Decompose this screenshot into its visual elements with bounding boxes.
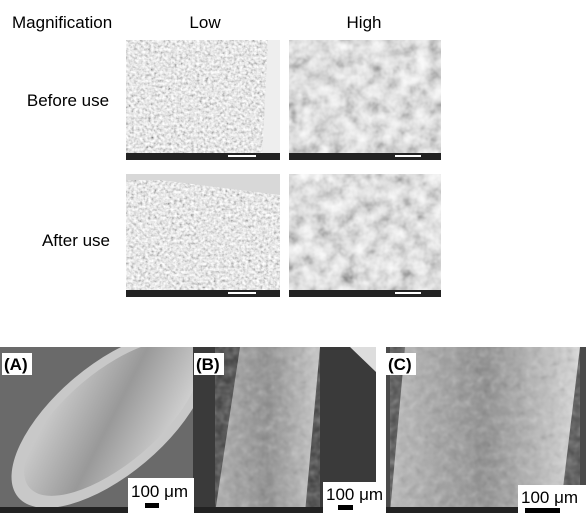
row-label: After use xyxy=(42,231,110,250)
panel-label: (A) xyxy=(4,355,28,374)
sem-image xyxy=(289,40,441,160)
label-bg xyxy=(194,353,224,375)
column-label: Low xyxy=(189,13,221,32)
panel-label: (C) xyxy=(388,355,412,374)
scale-bar xyxy=(525,508,560,513)
scale-label: 100 μm xyxy=(326,485,383,504)
sem-image xyxy=(126,174,280,297)
scale-bg xyxy=(323,482,386,513)
scale-bar xyxy=(145,503,159,508)
scale-label: 100 μm xyxy=(521,488,578,507)
row-label: Before use xyxy=(27,91,109,110)
magnification-label: Magnification xyxy=(12,13,112,32)
column-label: High xyxy=(347,13,382,32)
label-bg xyxy=(2,353,32,375)
sem-image xyxy=(0,347,193,513)
scale-label: 100 μm xyxy=(131,482,188,501)
sem-image xyxy=(126,40,280,160)
panel-label: (B) xyxy=(196,355,220,374)
scale-bg xyxy=(128,478,194,513)
label-bg xyxy=(386,353,416,375)
sem-image xyxy=(386,347,586,513)
scale-bar xyxy=(338,505,353,510)
sem-image xyxy=(289,174,441,297)
